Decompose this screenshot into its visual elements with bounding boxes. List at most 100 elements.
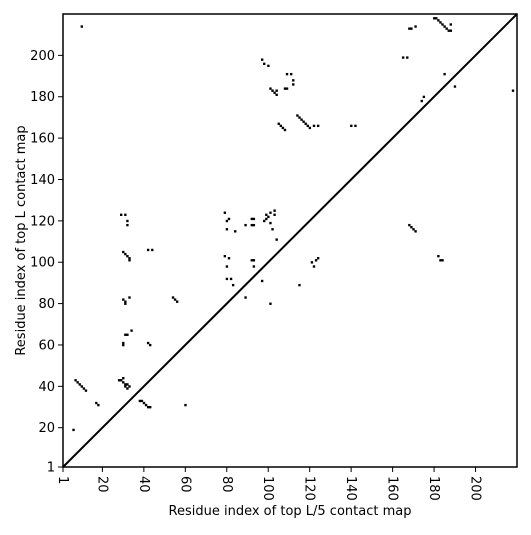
contact-point xyxy=(267,64,270,68)
contact-point xyxy=(128,259,131,262)
contact-point xyxy=(265,217,268,221)
y-tick-label: 120 xyxy=(30,214,55,229)
contact-point xyxy=(443,72,446,76)
contact-point xyxy=(281,126,285,130)
contact-point xyxy=(72,428,75,432)
contact-point xyxy=(435,17,438,20)
contact-point xyxy=(225,265,229,268)
contact-point xyxy=(173,298,177,301)
contact-point xyxy=(441,259,444,262)
x-tick-label: 100 xyxy=(260,476,275,501)
contact-point xyxy=(310,261,314,264)
contact-point xyxy=(244,223,247,227)
x-tick-label: 80 xyxy=(219,476,234,493)
contact-point xyxy=(298,283,301,287)
contact-point xyxy=(285,72,289,76)
contact-point xyxy=(312,124,316,128)
contact-point xyxy=(252,223,256,227)
contact-point xyxy=(126,383,129,386)
contact-point xyxy=(124,300,127,303)
contact-point xyxy=(354,124,357,128)
contact-point xyxy=(97,403,100,407)
contact-point xyxy=(449,23,452,26)
y-tick-label: 40 xyxy=(38,380,55,395)
contact-point xyxy=(76,381,79,384)
contact-point xyxy=(441,23,444,26)
x-tick-label: 180 xyxy=(426,476,441,501)
contact-point xyxy=(285,87,289,90)
contact-point xyxy=(275,238,278,241)
contact-point xyxy=(117,379,121,382)
contact-point xyxy=(126,219,129,223)
contact-point xyxy=(263,62,266,65)
contact-point xyxy=(227,217,231,221)
contact-point xyxy=(273,209,276,212)
contact-point xyxy=(314,259,318,262)
contact-point xyxy=(269,211,272,214)
contact-point xyxy=(350,124,353,128)
contact-point xyxy=(260,58,264,61)
contact-point xyxy=(269,87,272,90)
contact-point xyxy=(74,379,77,382)
contact-point xyxy=(149,405,152,409)
contact-point xyxy=(263,219,266,223)
contact-point xyxy=(250,259,253,262)
contact-point xyxy=(271,89,274,92)
contact-point xyxy=(82,387,86,390)
contact-point xyxy=(130,329,133,332)
contact-point xyxy=(267,215,270,219)
contact-point xyxy=(171,296,175,299)
contact-point xyxy=(412,228,415,231)
contact-point xyxy=(250,223,253,227)
y-axis-label: Residue index of top L contact map xyxy=(14,125,29,355)
contact-point xyxy=(122,341,125,345)
contact-point xyxy=(414,230,417,233)
contact-point xyxy=(120,379,123,382)
y-tick-label: 140 xyxy=(30,173,55,188)
contact-point xyxy=(296,114,299,117)
contact-point xyxy=(439,259,442,262)
contact-point xyxy=(420,99,423,103)
contact-point xyxy=(408,27,411,30)
y-tick-label: 160 xyxy=(30,132,55,147)
contact-point xyxy=(447,29,450,32)
contact-point xyxy=(437,19,440,22)
contact-point xyxy=(231,283,235,287)
contact-point xyxy=(223,211,227,214)
contact-point xyxy=(316,257,320,260)
contact-point xyxy=(146,405,150,409)
contact-point xyxy=(84,389,88,392)
y-tick-label: 100 xyxy=(30,256,55,271)
contact-point xyxy=(260,279,264,283)
contact-point xyxy=(406,56,409,59)
contact-point xyxy=(149,343,152,347)
contact-point xyxy=(422,95,426,99)
contact-point xyxy=(250,217,253,221)
contact-point xyxy=(302,120,305,123)
contact-point xyxy=(410,27,413,30)
contact-point xyxy=(229,277,233,281)
x-tick-label: 140 xyxy=(343,476,358,501)
y-tick-label: 200 xyxy=(30,49,55,64)
contact-point xyxy=(275,93,278,97)
contact-point xyxy=(298,116,301,119)
x-tick-label: 200 xyxy=(468,476,483,501)
contact-point xyxy=(312,265,316,268)
contact-point xyxy=(271,228,274,231)
contact-point xyxy=(126,333,129,336)
contact-point xyxy=(128,385,131,388)
contact-point xyxy=(453,85,457,88)
contact-point xyxy=(449,29,452,32)
contact-point xyxy=(124,385,127,388)
contact-point xyxy=(223,254,227,258)
contact-point xyxy=(439,21,442,24)
contact-point xyxy=(122,250,125,254)
contact-point xyxy=(273,91,276,94)
contact-point xyxy=(283,128,287,132)
contact-point xyxy=(140,399,144,403)
contact-point xyxy=(146,341,150,345)
contact-point xyxy=(316,124,320,128)
contact-point xyxy=(292,79,295,82)
